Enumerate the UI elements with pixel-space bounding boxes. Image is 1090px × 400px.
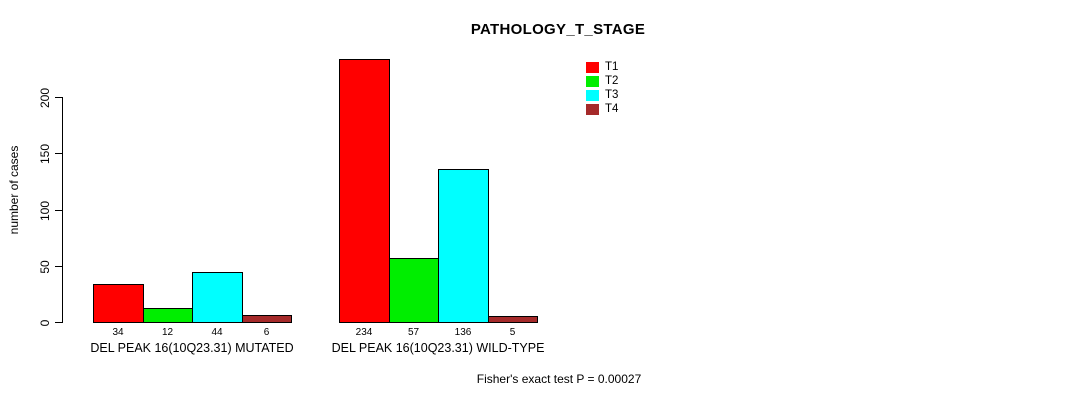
bar-t1-group1 xyxy=(93,284,144,323)
x-category-label: DEL PEAK 16(10Q23.31) WILD-TYPE xyxy=(331,341,545,355)
legend-label: T3 xyxy=(605,89,619,101)
y-axis-label: number of cases xyxy=(7,145,21,235)
bar-t2-group1 xyxy=(143,308,193,323)
bar-t4-group2 xyxy=(488,316,538,323)
legend-swatch-t1 xyxy=(586,61,599,73)
bar-value-label: 234 xyxy=(355,327,373,338)
legend-label: T4 xyxy=(605,103,619,115)
bar-value-label: 44 xyxy=(211,327,223,338)
y-tick xyxy=(55,97,62,98)
y-tick-label: 0 xyxy=(38,319,52,326)
legend-label: T2 xyxy=(605,75,619,87)
bar-t2-group2 xyxy=(389,258,439,323)
bar-t4-group1 xyxy=(242,315,292,323)
y-tick xyxy=(55,322,62,323)
y-tick xyxy=(55,266,62,267)
bar-value-label: 136 xyxy=(454,327,472,338)
legend-label: T1 xyxy=(605,61,619,73)
chart-title: PATHOLOGY_T_STAGE xyxy=(470,21,646,38)
bar-value-label: 5 xyxy=(509,327,516,338)
y-tick xyxy=(55,153,62,154)
bar-t3-group1 xyxy=(192,272,243,323)
legend-swatch-t2 xyxy=(586,75,599,87)
bar-value-label: 12 xyxy=(161,327,174,338)
legend-swatch-t3 xyxy=(586,89,599,101)
y-tick xyxy=(55,210,62,211)
bar-value-label: 57 xyxy=(407,327,420,338)
bar-t1-group2 xyxy=(339,59,390,323)
legend-row: T4 xyxy=(586,102,618,116)
y-tick-label: 150 xyxy=(38,143,52,164)
bar-value-label: 6 xyxy=(263,327,270,338)
y-tick-label: 100 xyxy=(38,200,52,221)
fisher-test-footnote: Fisher's exact test P = 0.00027 xyxy=(476,372,642,386)
bar-value-label: 34 xyxy=(112,327,124,338)
x-category-label: DEL PEAK 16(10Q23.31) MUTATED xyxy=(90,341,294,355)
legend-swatch-t4 xyxy=(586,103,599,115)
legend: T1 T2 T3 T4 xyxy=(586,60,618,116)
legend-row: T1 xyxy=(586,60,618,74)
legend-row: T3 xyxy=(586,88,618,102)
y-axis-line xyxy=(62,97,63,323)
bar-t3-group2 xyxy=(438,169,489,323)
legend-row: T2 xyxy=(586,74,618,88)
y-tick-label: 50 xyxy=(38,259,52,274)
y-tick-label: 200 xyxy=(38,87,52,108)
